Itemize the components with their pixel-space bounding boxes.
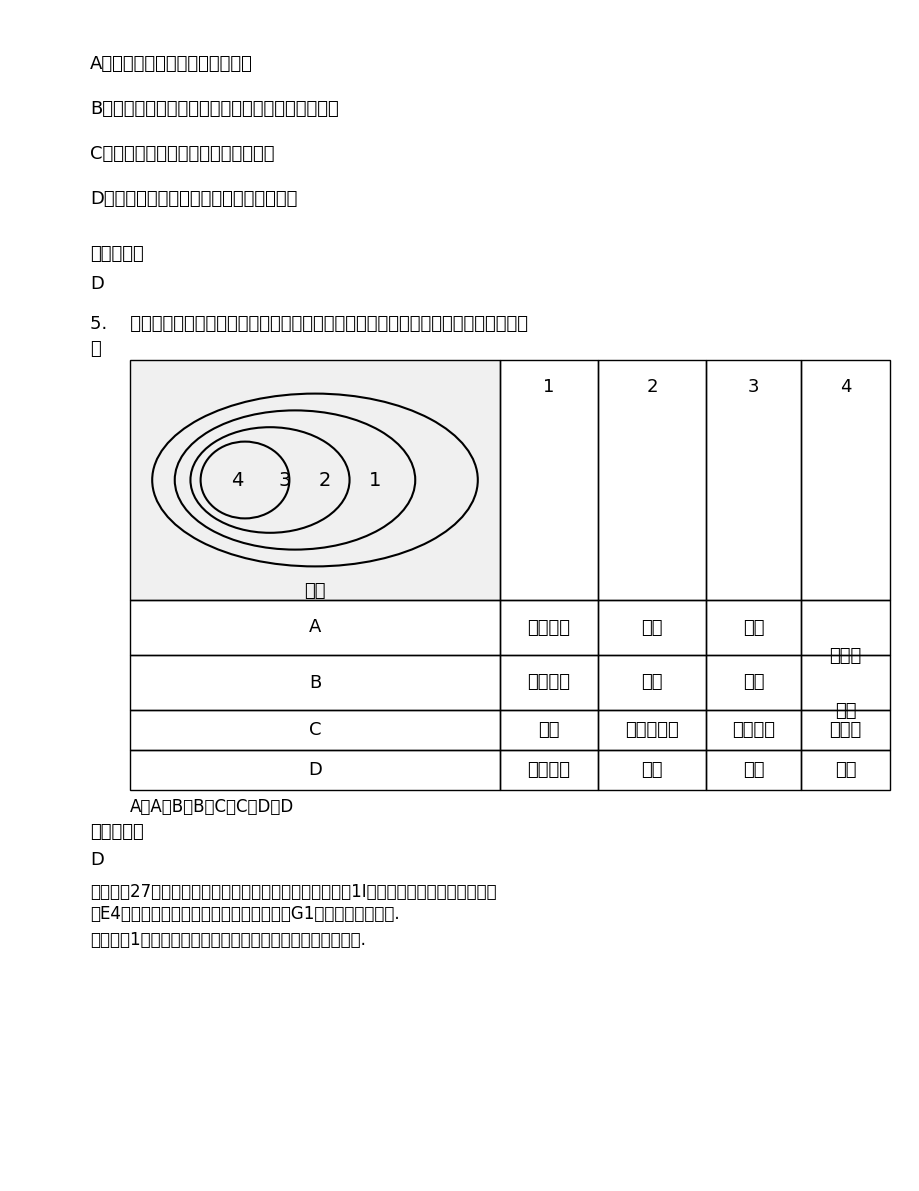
Text: 2: 2 — [645, 378, 657, 395]
Text: 4: 4 — [231, 470, 243, 490]
Ellipse shape — [152, 393, 477, 567]
Text: D: D — [90, 275, 104, 293]
Bar — [130, 750, 499, 790]
Text: 特异性免疫: 特异性免疫 — [624, 721, 678, 738]
Text: B．上述过程的进行通常与吸能反应和放能反应结合: B．上述过程的进行通常与吸能反应和放能反应结合 — [90, 100, 338, 118]
Text: 糖类: 糖类 — [641, 673, 662, 692]
Text: 3: 3 — [747, 378, 758, 395]
Text: 参考答案：: 参考答案： — [90, 245, 143, 263]
Bar — [705, 750, 800, 790]
Bar — [499, 655, 597, 710]
Text: D: D — [90, 852, 104, 869]
Text: 细胞免疫: 细胞免疫 — [732, 721, 774, 738]
Bar — [499, 710, 597, 750]
Bar — [597, 360, 705, 600]
Text: B: B — [309, 673, 321, 692]
Text: 5.    如图是用集合的形式表示各种生物名词之间的关系，则下列表格中与图示相符的是（: 5. 如图是用集合的形式表示各种生物名词之间的关系，则下列表格中与图示相符的是（ — [90, 314, 528, 333]
Text: 个体: 个体 — [834, 761, 856, 779]
Text: 植物: 植物 — [641, 618, 662, 636]
Text: ；E4：人体免疫系统在维持稳态中的作用；G1：生态系统的概念.: ；E4：人体免疫系统在维持稳态中的作用；G1：生态系统的概念. — [90, 905, 399, 923]
Text: 【考点】27：原核细胞和真核细胞的形态和结构的异同；1I：糖类的种类及其分布和功能: 【考点】27：原核细胞和真核细胞的形态和结构的异同；1I：糖类的种类及其分布和功… — [90, 883, 496, 902]
Bar — [705, 710, 800, 750]
Text: 参考答案：: 参考答案： — [90, 823, 143, 841]
Bar — [705, 360, 800, 600]
Bar — [130, 710, 499, 750]
Text: 【分析】1、真核生物是具有核膜的生物，原核生物没有核膜.: 【分析】1、真核生物是具有核膜的生物，原核生物没有核膜. — [90, 931, 366, 949]
Text: 生态系统: 生态系统 — [527, 761, 570, 779]
Text: 叶绿体: 叶绿体 — [828, 647, 861, 665]
Bar — [705, 600, 800, 655]
Text: 多糖: 多糖 — [742, 673, 764, 692]
Bar — [800, 710, 889, 750]
Text: 免疫: 免疫 — [538, 721, 559, 738]
Text: 真核生物: 真核生物 — [527, 618, 570, 636]
Text: 乳糖: 乳糖 — [834, 701, 856, 721]
Bar — [499, 360, 597, 600]
Text: A．A　B．B　C．C　D．D: A．A B．B C．C D．D — [130, 798, 294, 816]
Bar — [499, 750, 597, 790]
Text: D．该过程中物质和能量的变化都是可逆的: D．该过程中物质和能量的变化都是可逆的 — [90, 191, 297, 208]
Text: D: D — [308, 761, 322, 779]
Text: 群落: 群落 — [641, 761, 662, 779]
Bar — [800, 600, 889, 655]
Text: 2: 2 — [319, 470, 331, 490]
Text: 1: 1 — [543, 378, 554, 395]
Bar — [597, 655, 705, 710]
Text: 4: 4 — [839, 378, 850, 395]
Bar — [800, 360, 889, 600]
Text: 选项: 选项 — [304, 582, 325, 600]
Bar — [130, 360, 499, 600]
Bar — [597, 750, 705, 790]
Bar — [597, 710, 705, 750]
Bar — [130, 655, 499, 710]
Bar — [800, 655, 889, 710]
Bar — [705, 655, 800, 710]
Text: 能源物质: 能源物质 — [527, 673, 570, 692]
Bar — [800, 750, 889, 790]
Text: 种群: 种群 — [742, 761, 764, 779]
Text: 蓝藻: 蓝藻 — [742, 618, 764, 636]
Text: C: C — [309, 721, 321, 738]
Bar — [499, 600, 597, 655]
Bar — [130, 600, 499, 655]
Text: C．该过程保证了生命活动的顺利进行: C．该过程保证了生命活动的顺利进行 — [90, 145, 274, 163]
Text: A: A — [309, 618, 321, 636]
Text: 3: 3 — [278, 470, 291, 490]
Bar — [597, 600, 705, 655]
Bar — [130, 360, 499, 600]
Text: A．该反应持续的在活细胞内进行: A．该反应持续的在活细胞内进行 — [90, 55, 253, 73]
Text: 浆细胞: 浆细胞 — [828, 721, 861, 738]
Text: 1: 1 — [369, 470, 380, 490]
Text: ）: ） — [90, 339, 101, 358]
